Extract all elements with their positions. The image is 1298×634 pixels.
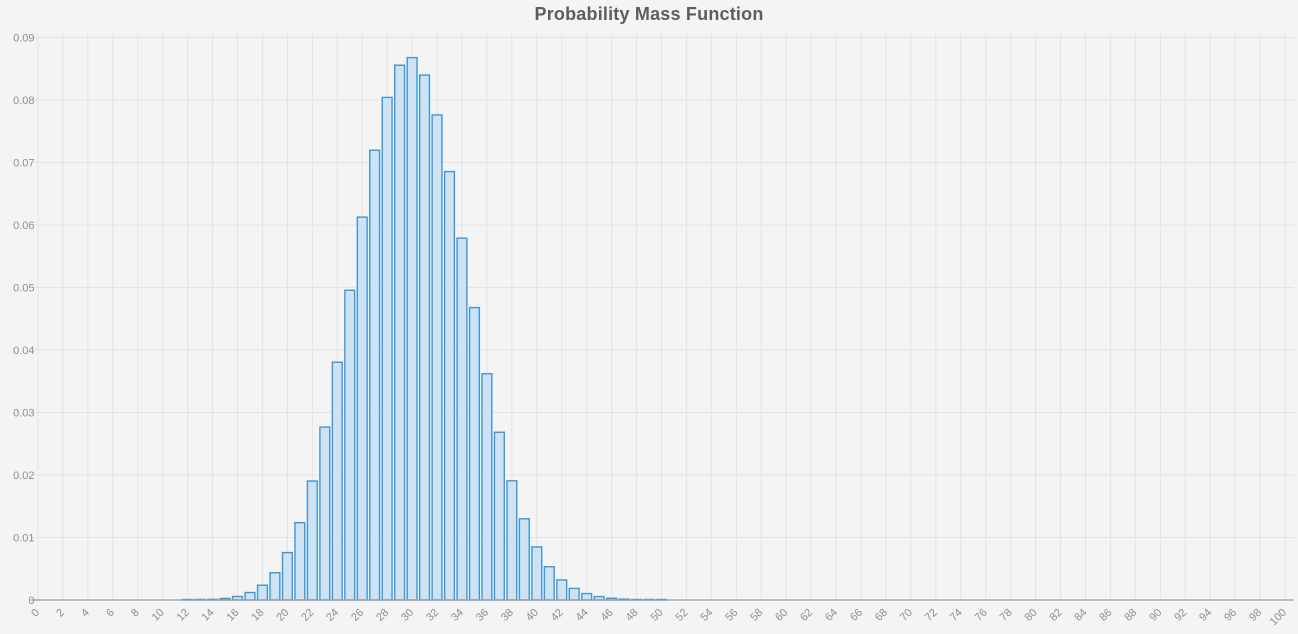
x-tick-label: 44 [574, 607, 591, 624]
x-tick-label: 2 [54, 607, 67, 620]
pmf-bar [543, 566, 555, 601]
pmf-bar [456, 237, 468, 601]
x-tick-label: 92 [1172, 607, 1189, 624]
x-tick-label: 52 [673, 607, 690, 624]
bars-group [182, 56, 668, 601]
x-tick-label: 38 [499, 607, 516, 624]
x-tick-label: 94 [1197, 607, 1214, 624]
pmf-bar [381, 96, 393, 601]
pmf-bar [406, 56, 418, 601]
x-tick-label: 70 [898, 607, 915, 624]
y-tick-label: 0 [28, 595, 34, 607]
y-tick-label: 0.07 [13, 157, 34, 169]
chart-title: Probability Mass Function [534, 4, 764, 24]
x-tick-label: 50 [648, 607, 665, 624]
pmf-bar [319, 426, 331, 601]
x-tick-label: 30 [399, 607, 416, 624]
pmf-bar [443, 170, 456, 601]
x-tick-label: 14 [200, 607, 217, 624]
y-tick-label: 0.09 [13, 32, 34, 44]
pmf-bar [356, 216, 368, 601]
x-tick-label: 24 [324, 607, 341, 624]
pmf-bar [481, 373, 493, 601]
x-tick-label: 40 [524, 607, 541, 624]
pmf-bar [244, 591, 256, 601]
x-tick-label: 62 [798, 607, 815, 624]
pmf-bar [269, 571, 281, 601]
pmf-bar [568, 587, 580, 601]
pmf-bar [294, 521, 306, 601]
y-gridlines [32, 37, 1294, 538]
x-tick-label: 0 [29, 607, 42, 620]
x-tick-label: 34 [449, 607, 466, 624]
pmf-bar [518, 518, 530, 601]
y-tick-label: 0.01 [13, 532, 34, 544]
x-tick-label: 16 [224, 607, 241, 624]
x-tick-label: 86 [1097, 607, 1114, 624]
pmf-bar [468, 306, 481, 601]
x-tick-labels: 0 2 4 6 8 10 12 14 16 18 20 22 24 26 28 30 32 34 36 38 40 42 4… [29, 607, 1289, 628]
x-tick-label: 10 [150, 607, 167, 624]
y-tick-label: 0.05 [13, 282, 34, 294]
pmf-bar [506, 480, 518, 601]
x-tick-label: 56 [723, 607, 740, 624]
x-tick-label: 42 [549, 607, 566, 624]
y-tick-label: 0.02 [13, 470, 34, 482]
pmf-bar [331, 361, 343, 601]
x-tick-label: 68 [873, 607, 890, 624]
x-tick-label: 54 [698, 607, 715, 624]
x-tick-label: 4 [79, 607, 92, 620]
y-tick-labels: 0 0.01 0.02 0.03 0.04 0.05 0.06 0.07 0.08 0.09 [13, 32, 34, 607]
pmf-bar [581, 592, 593, 601]
y-tick-label: 0.03 [13, 407, 34, 419]
pmf-bar [306, 480, 318, 601]
x-tick-label: 20 [274, 607, 291, 624]
x-tick-label: 18 [249, 607, 266, 624]
x-tick-label: 12 [175, 607, 192, 624]
x-tick-label: 80 [1023, 607, 1040, 624]
pmf-bar [418, 74, 431, 601]
x-tick-label: 100 [1268, 607, 1289, 628]
x-tick-label: 76 [973, 607, 990, 624]
x-tick-label: 58 [748, 607, 765, 624]
x-tick-label: 22 [299, 607, 316, 624]
pmf-bar [493, 431, 505, 601]
pmf-bar [394, 64, 406, 601]
x-tick-label: 46 [599, 607, 616, 624]
x-tick-label: 72 [923, 607, 940, 624]
x-tick-label: 74 [948, 607, 965, 624]
pmf-bar [431, 114, 443, 601]
x-gridlines [37, 33, 1286, 600]
x-tick-label: 60 [773, 607, 790, 624]
pmf-bar [256, 584, 269, 601]
x-tick-label: 84 [1072, 607, 1089, 624]
x-tick-label: 90 [1147, 607, 1164, 624]
x-tick-label: 8 [129, 607, 142, 620]
x-tick-label: 26 [349, 607, 366, 624]
x-tick-label: 36 [474, 607, 491, 624]
x-tick-label: 32 [424, 607, 441, 624]
y-tick-label: 0.08 [13, 95, 34, 107]
x-tick-label: 88 [1122, 607, 1139, 624]
x-tick-label: 66 [848, 607, 865, 624]
x-tick-label: 64 [823, 607, 840, 624]
y-tick-label: 0.06 [13, 220, 34, 232]
y-tick-label: 0.04 [13, 345, 34, 357]
x-tick-label: 98 [1247, 607, 1264, 624]
pmf-bar [281, 551, 294, 601]
x-tick-label: 96 [1222, 607, 1239, 624]
pmf-bar [369, 149, 381, 601]
x-tick-label: 28 [374, 607, 391, 624]
x-tick-label: 48 [624, 607, 641, 624]
pmf-bar [531, 546, 543, 601]
x-tick-label: 82 [1048, 607, 1065, 624]
pmf-bar [556, 579, 568, 601]
x-tick-label: 78 [998, 607, 1015, 624]
x-tick-label: 6 [104, 607, 117, 620]
pmf-bar [344, 289, 356, 601]
